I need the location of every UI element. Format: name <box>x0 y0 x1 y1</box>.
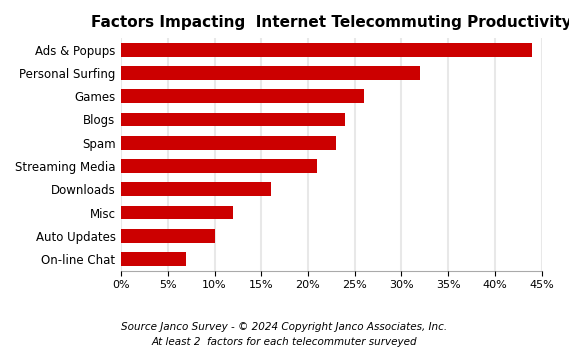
Bar <box>121 252 187 266</box>
Bar <box>121 201 542 224</box>
Bar <box>121 247 542 271</box>
Bar <box>121 113 345 126</box>
Text: At least 2  factors for each telecommuter surveyed: At least 2 factors for each telecommuter… <box>152 338 417 347</box>
Bar <box>121 89 364 103</box>
Bar <box>121 136 336 150</box>
Bar <box>121 131 542 154</box>
Bar <box>121 85 542 108</box>
Text: Source Janco Survey - © 2024 Copyright Janco Associates, Inc.: Source Janco Survey - © 2024 Copyright J… <box>121 322 448 332</box>
Bar <box>121 229 215 243</box>
Bar <box>121 182 271 196</box>
Title: Factors Impacting  Internet Telecommuting Productivity: Factors Impacting Internet Telecommuting… <box>91 15 569 30</box>
Bar <box>121 43 532 57</box>
Bar <box>121 108 542 131</box>
Bar <box>121 61 542 85</box>
Bar <box>121 159 318 173</box>
Bar <box>121 154 542 178</box>
Bar <box>121 206 233 219</box>
Bar <box>121 224 542 247</box>
Bar <box>121 178 542 201</box>
Bar <box>121 66 420 80</box>
Bar <box>121 38 542 61</box>
